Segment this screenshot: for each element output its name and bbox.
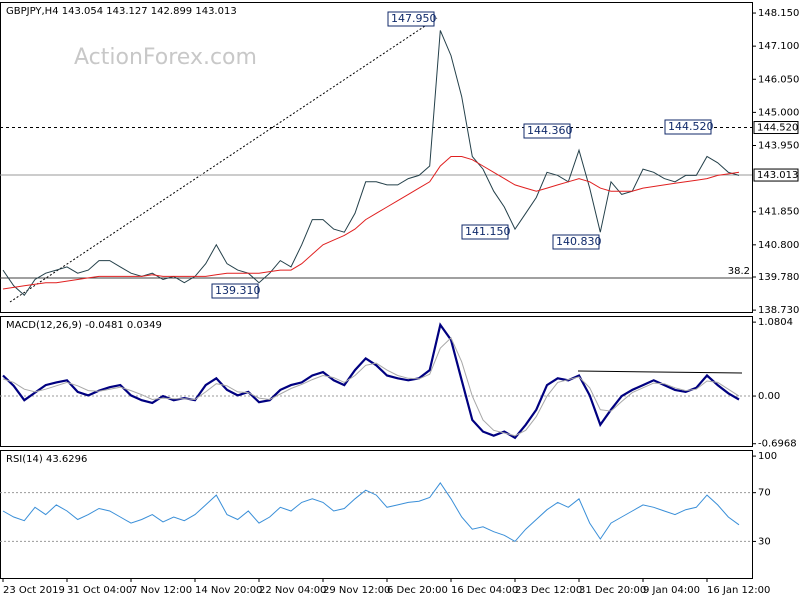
- x-tick-label: 23 Dec 12:00: [515, 585, 582, 596]
- y-tick-label: 147.100: [758, 41, 799, 52]
- panel-title: GBPJPY,H4 143.054 143.127 142.899 143.01…: [6, 6, 237, 17]
- y-tick-label: -0.6968: [758, 439, 797, 450]
- y-tick-label: 145.000: [758, 107, 799, 118]
- annotation-box: [387, 11, 435, 27]
- x-tick-label: 22 Nov 04:00: [259, 585, 326, 596]
- y-tick-label: 1.0804: [758, 317, 793, 328]
- y-tick-label: 139.780: [758, 272, 799, 283]
- series-line: [2, 30, 740, 297]
- x-tick-label: 23 Oct 2019: [3, 585, 65, 596]
- annotation: 141.150: [465, 225, 511, 238]
- level-label: 143.013: [757, 170, 798, 181]
- x-tick-label: 31 Oct 04:00: [67, 585, 132, 596]
- x-tick-label: 29 Nov 12:00: [323, 585, 390, 596]
- panel-frame: [0, 316, 753, 447]
- series-line: [2, 482, 740, 543]
- x-tick-label: 16 Dec 04:00: [451, 585, 518, 596]
- annotation-box: [523, 123, 571, 139]
- x-tick-label: 6 Dec 20:00: [387, 585, 448, 596]
- y-tick-label: 143.950: [758, 140, 799, 151]
- y-tick-label: 0.00: [758, 391, 780, 402]
- fibo-label: 38.2: [728, 266, 750, 277]
- annotation: 144.360: [527, 124, 573, 137]
- panel-title: RSI(14) 43.6296: [6, 454, 87, 465]
- panel-frame: [0, 450, 753, 579]
- annotation: 147.950: [391, 12, 437, 25]
- y-tick-label: 141.850: [758, 207, 799, 218]
- y-tick-label: 140.800: [758, 240, 799, 251]
- x-tick-label: 31 Dec 20:00: [579, 585, 646, 596]
- watermark: ActionForex.com: [74, 45, 257, 70]
- annotation-box: [664, 119, 712, 135]
- x-tick-label: 16 Jan 12:00: [707, 585, 770, 596]
- x-tick-label: 14 Nov 20:00: [195, 585, 262, 596]
- panel-title: MACD(12,26,9) -0.0481 0.0349: [6, 320, 162, 331]
- y-tick-label: 30: [758, 536, 771, 547]
- y-tick-label: 70: [758, 488, 771, 499]
- panel-frame: [0, 2, 753, 313]
- level-box: [753, 121, 799, 135]
- trend-line: [9, 17, 438, 303]
- y-tick-label: 100: [758, 451, 777, 462]
- y-tick-label: 138.730: [758, 305, 799, 316]
- level-label: 144.520: [757, 123, 798, 134]
- y-tick-label: 148.150: [758, 8, 799, 19]
- x-tick-label: 9 Jan 04:00: [643, 585, 700, 596]
- annotation: 144.520: [668, 120, 714, 133]
- series-line: [2, 337, 740, 437]
- y-tick-label: 146.050: [758, 74, 799, 85]
- x-tick-label: 7 Nov 12:00: [131, 585, 192, 596]
- annotation: 140.830: [556, 235, 602, 248]
- series-line: [2, 322, 740, 440]
- annotation-box: [552, 234, 600, 250]
- annotation-box: [211, 283, 259, 299]
- annotation-box: [461, 224, 509, 240]
- level-box: [753, 168, 799, 182]
- series-line: [2, 156, 740, 290]
- annotation: 139.310: [215, 284, 261, 297]
- macd-resistance-line: [577, 370, 743, 374]
